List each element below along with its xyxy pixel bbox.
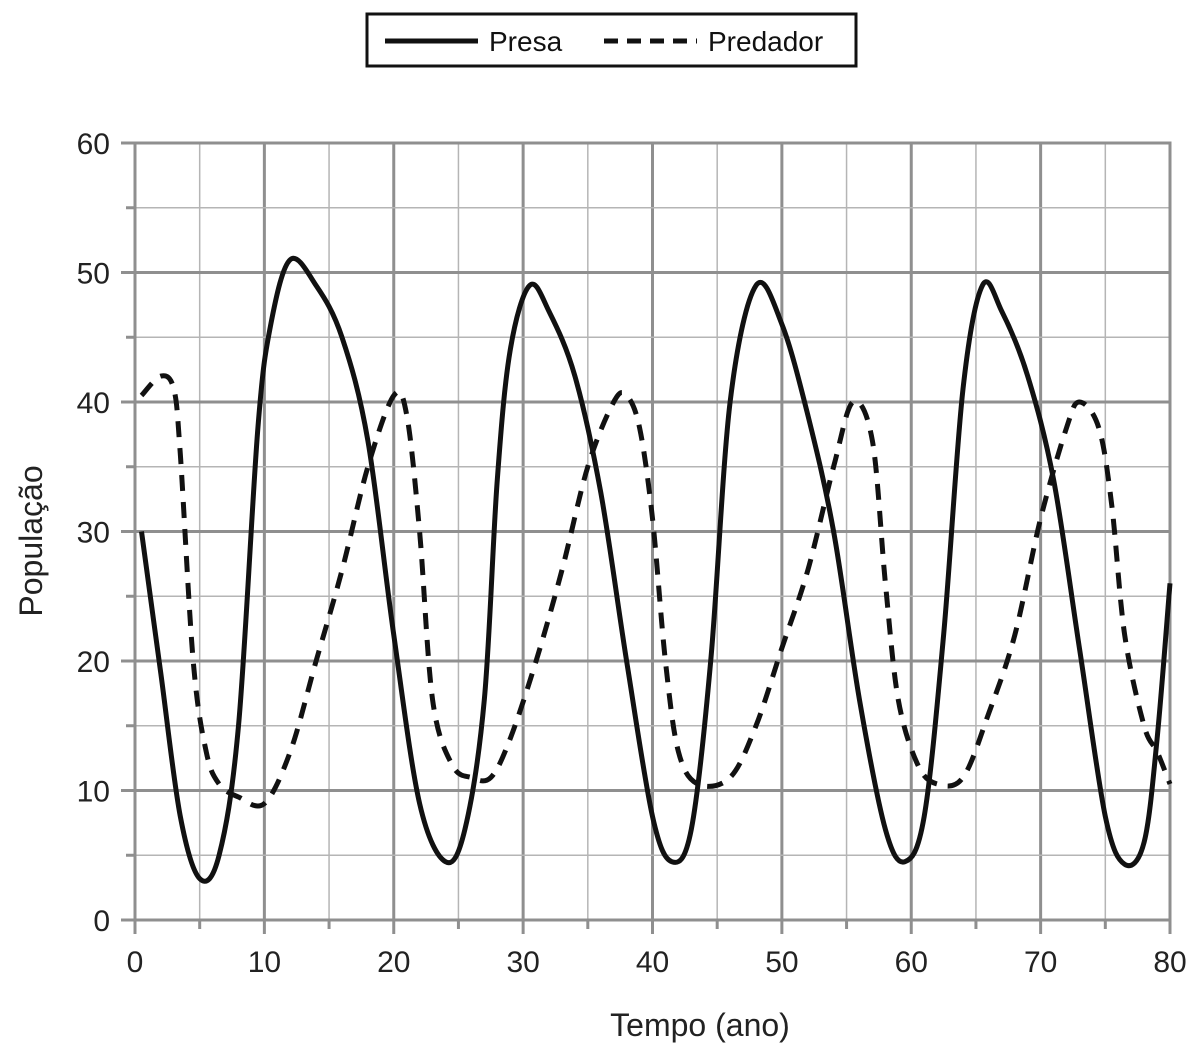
legend-label-presa: Presa	[489, 26, 563, 57]
series-line-predador	[139, 373, 1173, 809]
y-tick-label: 0	[93, 905, 110, 938]
axes	[121, 141, 1172, 934]
x-axis-title: Tempo (ano)	[610, 1007, 790, 1043]
x-tick-label: 40	[636, 946, 669, 979]
x-tick-label: 80	[1153, 946, 1186, 979]
y-tick-label: 50	[77, 258, 110, 291]
x-tick-label: 50	[765, 946, 798, 979]
legend-label-predador: Predador	[708, 26, 823, 57]
x-tick-label: 70	[1024, 946, 1057, 979]
legend: Presa Predador	[365, 12, 858, 68]
y-tick-label: 40	[77, 387, 110, 420]
y-tick-label: 30	[77, 517, 110, 550]
x-tick-label: 20	[377, 946, 410, 979]
series-line-presa	[139, 255, 1173, 884]
series-layer	[139, 255, 1173, 884]
x-tick-label: 10	[248, 946, 281, 979]
y-tick-label: 60	[77, 128, 110, 161]
y-axis-title: População	[13, 465, 49, 616]
y-tick-label: 10	[77, 776, 110, 809]
y-tick-label: 20	[77, 646, 110, 679]
x-tick-label: 0	[127, 946, 144, 979]
x-tick-label: 60	[895, 946, 928, 979]
x-tick-label: 30	[506, 946, 539, 979]
tick-labels: 0 10 20 30 40 50 60 0 10 20 30 40 50 60 70 80	[77, 128, 1187, 979]
